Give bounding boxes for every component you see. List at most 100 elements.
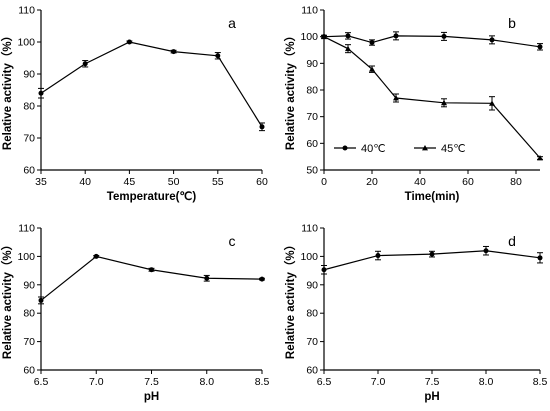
x-tick-label: 60 bbox=[462, 176, 474, 188]
legend-marker bbox=[342, 145, 348, 151]
y-tick-label: 80 bbox=[23, 101, 35, 113]
x-tick-label: 60 bbox=[256, 176, 268, 188]
series-line bbox=[323, 35, 541, 48]
data-point bbox=[489, 100, 495, 106]
data-point bbox=[345, 33, 351, 39]
series-line bbox=[323, 36, 541, 159]
x-tick-label: 7.0 bbox=[89, 376, 104, 388]
y-tick-label: 60 bbox=[306, 138, 318, 150]
x-tick-label: 7.0 bbox=[371, 376, 386, 388]
data-point bbox=[82, 61, 88, 67]
panel-label: d bbox=[508, 233, 516, 249]
data-point bbox=[171, 49, 177, 55]
data-point bbox=[126, 39, 132, 45]
x-tick-label: 7.5 bbox=[425, 376, 440, 388]
x-tick-label: 55 bbox=[212, 176, 224, 188]
x-tick-label: 8.0 bbox=[199, 376, 214, 388]
y-tick-label: 70 bbox=[23, 336, 35, 348]
x-tick-label: 45 bbox=[124, 176, 136, 188]
y-tick-label: 60 bbox=[23, 365, 35, 377]
panel-d: 60 70 80 90 100 110 6.5 7.0 7.5 8.0 8.5 pH Relative … bbox=[283, 223, 547, 404]
series-line bbox=[40, 41, 263, 128]
data-point bbox=[393, 95, 399, 101]
y-tick-label: 110 bbox=[301, 5, 318, 17]
panel-c: 60 70 80 90 100 110 6.5 7.0 7.5 8.0 8.5 pH Relative … bbox=[0, 223, 269, 404]
panel-a: 60 70 80 90 100 110 35 40 45 50 55 60 Temperature(℃)… bbox=[0, 5, 268, 204]
x-tick-label: 6.5 bbox=[34, 376, 49, 388]
y-axis-label: Relative activity（%） bbox=[0, 239, 14, 359]
data-point bbox=[441, 99, 447, 106]
y-tick-label: 100 bbox=[17, 37, 35, 49]
y-tick-label: 100 bbox=[17, 251, 35, 263]
panel-label: c bbox=[229, 233, 236, 249]
x-tick-label: 40 bbox=[79, 176, 91, 188]
data-point bbox=[321, 267, 327, 273]
data-point bbox=[345, 45, 351, 52]
y-tick-label: 60 bbox=[23, 165, 35, 177]
y-tick-label: 80 bbox=[306, 85, 318, 97]
y-tick-label: 110 bbox=[18, 223, 35, 235]
legend-label: 40℃ bbox=[361, 143, 386, 155]
x-axis-label: pH bbox=[424, 391, 439, 403]
x-tick-label: 7.5 bbox=[144, 376, 159, 388]
legend-label: 45℃ bbox=[441, 143, 466, 155]
y-tick-label: 100 bbox=[300, 31, 318, 43]
data-point bbox=[369, 66, 375, 72]
x-axis-label: Time(min) bbox=[405, 191, 460, 203]
y-tick-label: 110 bbox=[301, 223, 318, 235]
data-point bbox=[537, 155, 543, 161]
data-point bbox=[259, 124, 265, 130]
y-axis-label: Relative activity（%） bbox=[0, 30, 14, 150]
data-point bbox=[321, 33, 327, 40]
x-tick-label: 0 bbox=[321, 176, 327, 188]
panel-b: 50 60 70 80 90 100 110 0 20 40 60 80 Time(min) Relati… bbox=[283, 5, 543, 203]
x-tick-label: 20 bbox=[366, 176, 378, 188]
y-tick-label: 110 bbox=[18, 5, 35, 17]
y-tick-label: 70 bbox=[306, 336, 318, 348]
panel-label: a bbox=[228, 15, 236, 31]
data-point bbox=[215, 53, 221, 59]
data-point bbox=[149, 267, 154, 273]
data-point bbox=[259, 276, 265, 282]
y-tick-label: 100 bbox=[300, 251, 318, 263]
data-point bbox=[537, 255, 543, 261]
data-point bbox=[375, 253, 381, 259]
x-tick-label: 40 bbox=[414, 176, 426, 188]
y-tick-label: 80 bbox=[306, 308, 318, 320]
legend-marker bbox=[422, 145, 428, 151]
x-tick-label: 8.5 bbox=[533, 376, 548, 388]
x-tick-label: 8.5 bbox=[255, 376, 270, 388]
x-tick-label: 6.5 bbox=[317, 376, 332, 388]
x-tick-label: 35 bbox=[35, 176, 47, 188]
x-tick-label: 8.0 bbox=[479, 376, 494, 388]
y-tick-label: 90 bbox=[23, 279, 35, 291]
data-point bbox=[93, 253, 99, 259]
y-axis-label: Relative activity（%） bbox=[283, 239, 297, 359]
data-point bbox=[483, 248, 489, 254]
y-tick-label: 60 bbox=[306, 365, 318, 377]
data-point bbox=[369, 40, 375, 46]
y-tick-label: 90 bbox=[306, 279, 318, 291]
x-axis-label: Temperature(℃) bbox=[107, 190, 197, 203]
panel-label: b bbox=[508, 15, 516, 31]
data-point bbox=[537, 44, 543, 50]
data-point bbox=[38, 90, 44, 96]
x-axis-label: pH bbox=[144, 391, 159, 403]
y-tick-label: 90 bbox=[306, 58, 318, 70]
series-line bbox=[40, 255, 263, 301]
data-point bbox=[441, 33, 447, 39]
y-tick-label: 50 bbox=[306, 165, 318, 177]
y-tick-label: 70 bbox=[306, 111, 318, 123]
x-tick-label: 50 bbox=[168, 176, 180, 188]
y-tick-label: 90 bbox=[23, 69, 35, 81]
data-point bbox=[393, 33, 399, 39]
data-point bbox=[204, 275, 210, 281]
y-tick-label: 70 bbox=[23, 133, 35, 145]
y-tick-label: 80 bbox=[23, 308, 35, 320]
x-tick-label: 80 bbox=[510, 176, 522, 188]
data-point bbox=[429, 251, 435, 257]
data-point bbox=[489, 37, 495, 43]
data-point bbox=[38, 297, 44, 303]
y-axis-label: Relative activity（%） bbox=[283, 30, 297, 150]
